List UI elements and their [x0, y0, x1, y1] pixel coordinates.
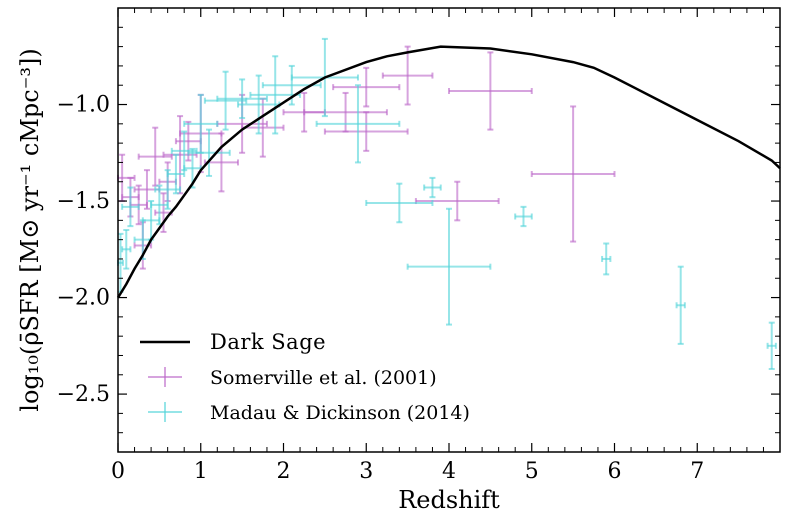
x-tick-label: 6: [608, 459, 622, 484]
x-tick-label: 0: [111, 459, 125, 484]
errorbar-point: [203, 70, 248, 131]
legend-label-somerville: Somerville et al. (2001): [210, 367, 437, 389]
errorbar-point: [121, 186, 140, 228]
legend-label-madau: Madau & Dickinson (2014): [210, 402, 470, 424]
x-tick-label: 3: [359, 459, 373, 484]
errorbar-point: [601, 242, 612, 276]
errorbar-point: [332, 66, 401, 108]
legend-swatch-madau: [148, 402, 182, 422]
axes: 0 1 2 3 4 5 6 7 −1.0 −1.5 −2.0 −2.5: [57, 7, 781, 484]
x-tick-label: 5: [525, 459, 539, 484]
dark-sage-curve: [116, 45, 781, 299]
errorbar-point: [414, 180, 500, 222]
errorbar-point: [423, 176, 442, 199]
legend: Dark Sage Somerville et al. (2001) Madau…: [140, 330, 470, 424]
y-tick-label: −2.0: [57, 286, 110, 311]
errorbar-point: [166, 153, 186, 195]
errorbar-point: [365, 182, 434, 224]
dark-sage-line: [116, 45, 781, 299]
errorbar-point: [154, 192, 173, 233]
x-tick-label: 1: [194, 459, 208, 484]
x-axis-label: Redshift: [398, 486, 500, 514]
errorbar-point: [187, 128, 231, 177]
y-tick-label: −2.5: [57, 382, 110, 407]
errorbar-point: [675, 265, 686, 345]
errorbar-point: [766, 321, 777, 370]
y-tick-label: −1.0: [57, 93, 110, 118]
legend-swatch-somerville: [148, 367, 182, 387]
errorbar-point: [530, 105, 616, 243]
legend-label-dark-sage: Dark Sage: [210, 330, 326, 354]
y-axis-label: log₁₀(ρ̄SFR [M⊙ yr⁻¹ cMpc⁻³]): [16, 48, 44, 411]
errorbar-point: [448, 51, 533, 131]
madau-errorbars: [117, 37, 777, 370]
errorbar-point: [315, 84, 401, 164]
errorbar-point: [323, 111, 409, 152]
errorbar-point: [381, 45, 434, 106]
x-tick-label: 4: [442, 459, 456, 484]
x-tick-label: 2: [277, 459, 291, 484]
x-tick-label: 7: [690, 459, 704, 484]
errorbar-point: [406, 207, 492, 326]
y-tick-label: −1.5: [57, 189, 110, 214]
errorbar-point: [121, 229, 132, 270]
errorbar-point: [514, 205, 533, 228]
